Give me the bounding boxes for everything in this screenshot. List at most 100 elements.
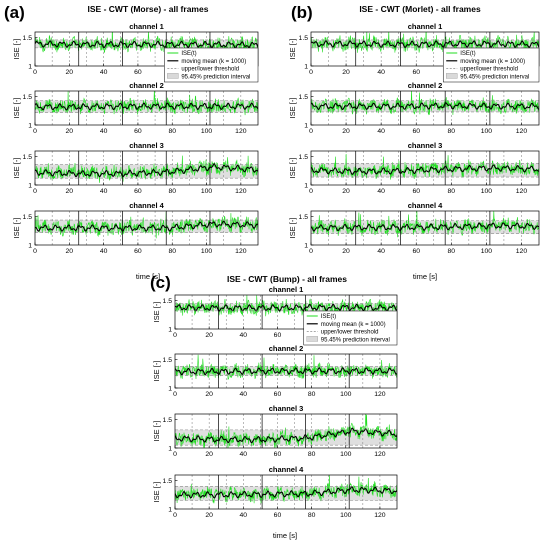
x-tick-label: 20: [205, 512, 213, 519]
channel-title: channel 4: [269, 465, 304, 474]
x-tick-label: 60: [134, 69, 142, 76]
x-tick-label: 0: [33, 248, 37, 255]
figure-title: ISE - CWT (Morse) - all frames: [88, 4, 209, 14]
y-tick-label: 1.5: [163, 417, 173, 424]
x-tick-label: 60: [274, 391, 282, 398]
x-tick-label: 20: [66, 248, 74, 255]
x-tick-label: 120: [374, 512, 386, 519]
channel-plot: channel 4 1 1.5 0 20 40 60 80 100 120 ISE [-]: [152, 465, 398, 519]
x-tick-label: 40: [377, 69, 385, 76]
y-tick-label: 1: [168, 385, 172, 392]
moving-mean-line: [175, 486, 397, 499]
x-tick-label: 40: [240, 391, 248, 398]
x-tick-label: 40: [240, 512, 248, 519]
x-tick-label: 40: [377, 248, 385, 255]
x-tick-label: 60: [412, 128, 420, 135]
x-tick-label: 100: [481, 188, 493, 195]
x-tick-label: 80: [168, 128, 176, 135]
y-tick-label: 1: [168, 326, 172, 333]
x-tick-label: 80: [448, 188, 456, 195]
y-tick-label: 1.5: [23, 154, 33, 161]
legend-entry: 95.45% prediction interval: [460, 74, 529, 80]
y-tick-label: 1: [304, 182, 308, 189]
x-tick-label: 60: [134, 248, 142, 255]
x-tick-label: 0: [309, 69, 313, 76]
axes-box: [34, 150, 259, 186]
channel-title: channel 4: [408, 201, 443, 210]
panel-letter: (b): [291, 3, 313, 22]
channel-plot: channel 2 1 1.5 0 20 40 60 80 100 120 ISE [-]: [152, 344, 398, 398]
channel-plot: channel 4 1 1.5 0 20 40 60 80 100 120 ISE [-]: [288, 201, 540, 255]
y-tick-label: 1: [28, 122, 32, 129]
axes-box: [310, 150, 540, 186]
x-tick-label: 0: [309, 128, 313, 135]
x-tick-label: 60: [412, 69, 420, 76]
channel-title: channel 4: [129, 201, 164, 210]
moving-mean-line: [175, 367, 397, 376]
y-tick-label: 1: [304, 63, 308, 70]
x-tick-label: 100: [481, 248, 493, 255]
x-tick-label: 120: [516, 188, 528, 195]
channel-plot: channel 3 1 1.5 0 20 40 60 80 100 120 ISE [-]: [12, 141, 259, 195]
x-tick-label: 80: [308, 451, 316, 458]
moving-mean-line: [35, 40, 258, 49]
y-tick-label: 1.5: [299, 35, 309, 42]
x-tick-label: 20: [66, 69, 74, 76]
axes-box: [310, 210, 540, 246]
legend: ISE(t) moving mean (k = 1000) upper/lower …: [164, 47, 259, 83]
y-tick-label: 1.5: [163, 478, 173, 485]
x-tick-label: 0: [173, 332, 177, 339]
x-tick-label: 100: [201, 188, 213, 195]
moving-mean-line: [311, 164, 539, 175]
x-tick-label: 80: [448, 248, 456, 255]
legend: ISE(t) moving mean (k = 1000) upper/lower …: [442, 47, 540, 83]
x-tick-label: 100: [201, 128, 213, 135]
y-tick-label: 1: [28, 182, 32, 189]
x-tick-label: 20: [205, 332, 213, 339]
moving-mean-line: [311, 222, 539, 232]
channel-plot: channel 2 1 1.5 0 20 40 60 80 100 120 ISE [-]: [288, 81, 540, 135]
channel-title: channel 3: [408, 141, 443, 150]
legend-box: [442, 47, 540, 83]
legend-swatch-band: [167, 73, 179, 79]
y-tick-label: 1.5: [299, 154, 309, 161]
moving-mean-line: [35, 220, 258, 232]
legend: ISE(t) moving mean (k = 1000) upper/lower …: [303, 310, 398, 346]
x-tick-label: 20: [205, 391, 213, 398]
channel-title: channel 1: [129, 22, 164, 31]
x-tick-label: 0: [173, 451, 177, 458]
x-tick-label: 60: [274, 512, 282, 519]
x-tick-label: 80: [308, 391, 316, 398]
y-axis-label: ISE [-]: [152, 421, 161, 442]
x-tick-label: 40: [377, 128, 385, 135]
x-tick-label: 100: [481, 128, 493, 135]
legend-box: [303, 310, 398, 346]
x-tick-label: 40: [100, 69, 108, 76]
legend-entry: moving mean (k = 1000): [321, 322, 386, 328]
y-axis-label: ISE [-]: [288, 39, 297, 60]
x-tick-label: 120: [235, 188, 247, 195]
channel-title: channel 2: [408, 81, 443, 90]
y-axis-label: ISE [-]: [288, 218, 297, 239]
legend-entry: 95.45% prediction interval: [321, 337, 390, 343]
axes-box: [310, 90, 540, 126]
y-axis-label: ISE [-]: [12, 218, 21, 239]
y-tick-label: 1: [168, 445, 172, 452]
x-tick-label: 0: [309, 188, 313, 195]
channel-plot: channel 3 1 1.5 0 20 40 60 80 100 120 ISE [-]: [152, 404, 398, 458]
moving-mean-line: [35, 102, 258, 111]
x-tick-label: 120: [235, 128, 247, 135]
x-tick-label: 20: [66, 188, 74, 195]
x-tick-label: 40: [100, 248, 108, 255]
channel-plot: channel 2 1 1.5 0 20 40 60 80 100 120 ISE [-]: [12, 81, 259, 135]
axes-box: [174, 353, 398, 389]
axes-box: [174, 474, 398, 510]
y-axis-label: ISE [-]: [288, 98, 297, 119]
x-tick-label: 80: [168, 188, 176, 195]
legend-swatch-band: [446, 73, 458, 79]
channel-title: channel 1: [269, 285, 304, 294]
x-tick-label: 0: [173, 391, 177, 398]
y-tick-label: 1: [28, 242, 32, 249]
